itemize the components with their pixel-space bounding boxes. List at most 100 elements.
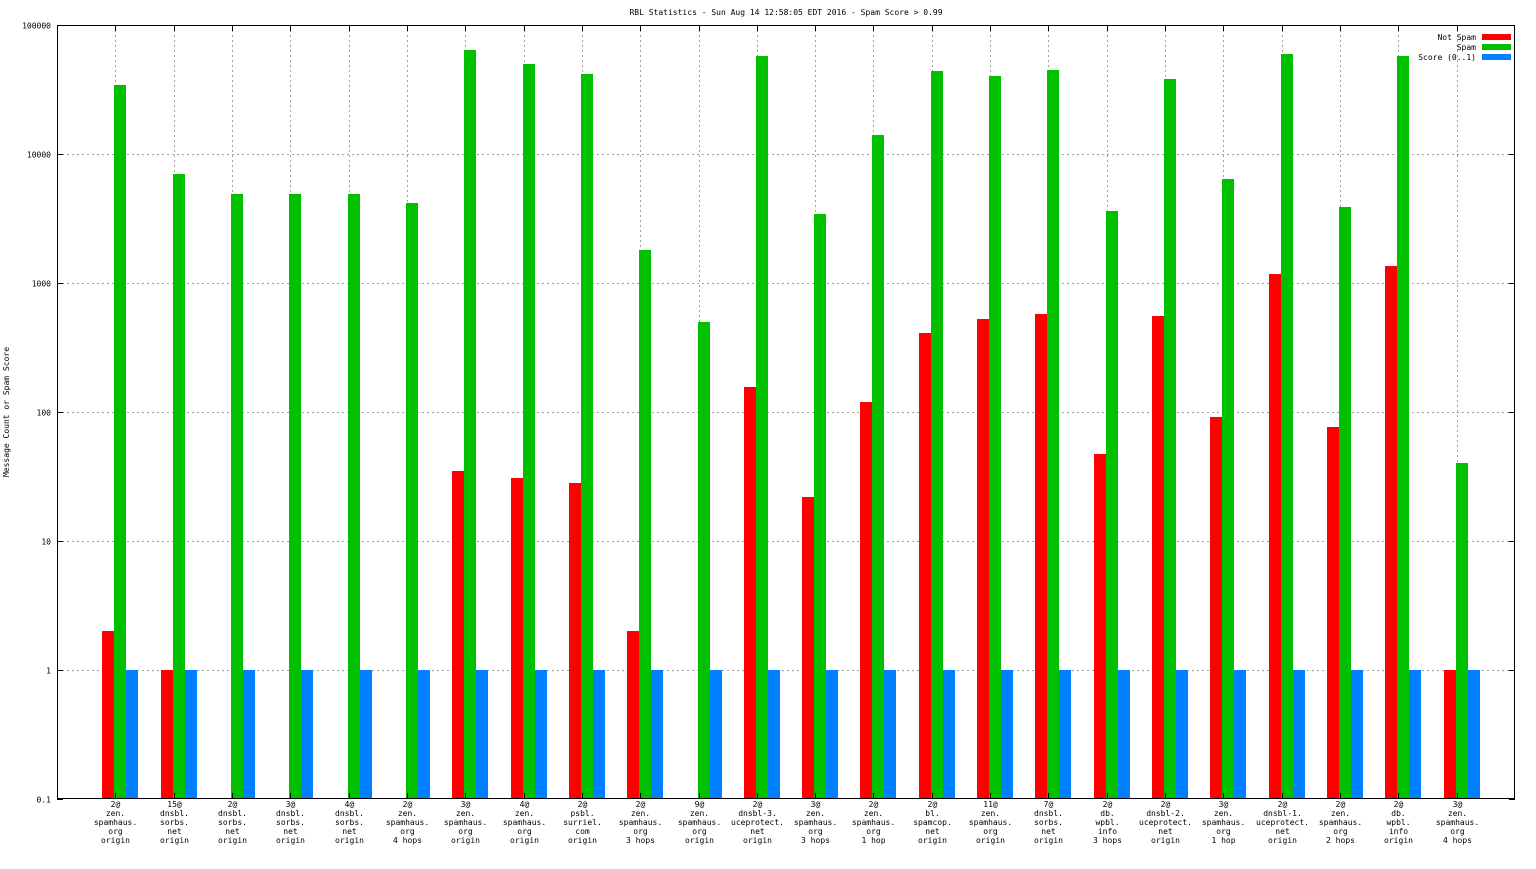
x-tick-label-line: 4 hops — [393, 836, 422, 845]
x-tick-label-line: 2 hops — [1326, 836, 1355, 845]
bar-spam — [348, 194, 360, 799]
x-tick-label-line: 3@ — [286, 800, 296, 809]
y-tick-label: 1000 — [32, 280, 51, 289]
bar-not-spam — [802, 497, 814, 799]
x-tick-label: 9@ zen. spamhaus. org origin — [678, 800, 721, 845]
plot-frame — [57, 25, 1515, 799]
x-tick-label-line: 2@ — [1278, 800, 1288, 809]
x-tick-label-line: 2@ — [928, 800, 938, 809]
bar-score-0-1 — [826, 670, 838, 799]
bar-spam — [173, 174, 185, 799]
y-axis-label: Message Count or Spam Score — [2, 347, 11, 477]
x-tick-label-line: zen. — [806, 809, 825, 818]
x-tick-label-line: origin — [218, 836, 247, 845]
x-tick-label-line: 4@ — [520, 800, 530, 809]
x-tick-label-line: net — [342, 827, 357, 836]
x-tick-label-line: surriel. — [563, 818, 602, 827]
bars — [102, 50, 1480, 799]
bar-spam — [289, 194, 301, 799]
x-tick-label-line: zen. — [864, 809, 883, 818]
x-tick-label: 2@ zen. spamhaus. org origin — [94, 800, 137, 845]
x-tick-label-line: origin — [685, 836, 714, 845]
x-tick-label-line: 3@ — [461, 800, 471, 809]
x-tick-label: 15@ dnsbl. sorbs. net origin — [160, 800, 189, 845]
bar-spam — [1281, 54, 1293, 799]
bar-spam — [1397, 56, 1409, 799]
bar-spam — [1222, 179, 1234, 799]
bar-spam — [1164, 79, 1176, 799]
bar-score-0-1 — [593, 670, 605, 799]
x-tick-label: 2@ psbl. surriel. com origin — [563, 800, 602, 845]
x-tick-label-line: zen. — [981, 809, 1000, 818]
x-tick-label-line: 3@ — [1453, 800, 1463, 809]
x-tick-label-line: db. — [1100, 809, 1114, 818]
x-tick-label: 3@ dnsbl. sorbs. net origin — [276, 800, 305, 845]
x-tick-label-line: org — [1450, 827, 1465, 836]
bar-not-spam — [1094, 454, 1106, 799]
x-tick-label-line: 3@ — [811, 800, 821, 809]
x-tick-label-line: net — [1158, 827, 1173, 836]
bar-spam — [1456, 463, 1468, 799]
bar-not-spam — [1385, 266, 1397, 799]
x-tick-label: 7@ dnsbl. sorbs. net origin — [1034, 800, 1063, 845]
x-tick-label-line: dnsbl. — [218, 809, 247, 818]
bar-score-0-1 — [943, 670, 955, 799]
bar-spam — [756, 56, 768, 799]
bar-not-spam — [102, 631, 114, 799]
x-tick-label-line: org — [1333, 827, 1348, 836]
x-tick-label-line: 1 hop — [1211, 836, 1235, 845]
x-tick-label-line: dnsbl-3. — [738, 809, 777, 818]
x-tick-label-line: spamhaus. — [444, 818, 487, 827]
x-tick-label-line: org — [517, 827, 532, 836]
x-tick-label-line: spamhaus. — [678, 818, 721, 827]
x-tick-label-line: org — [458, 827, 473, 836]
x-tick-label-line: 15@ — [167, 800, 182, 809]
x-tick-label-line: 11@ — [983, 800, 998, 809]
bar-spam — [814, 214, 826, 799]
x-tick-label: 2@ db. wpbl. info 3 hops — [1093, 800, 1122, 845]
bar-spam — [406, 203, 418, 799]
x-tick-label: 11@ zen. spamhaus. org origin — [969, 800, 1012, 845]
x-tick-label-line: 1 hop — [861, 836, 885, 845]
y-tick-label: 10000 — [27, 151, 51, 160]
x-tick-label-line: sorbs. — [276, 818, 305, 827]
x-tick-label-line: net — [925, 827, 940, 836]
x-tick-label-line: org — [108, 827, 123, 836]
x-tick-label-line: origin — [335, 836, 364, 845]
chart-title: RBL Statistics - Sun Aug 14 12:58:05 EDT… — [629, 8, 942, 17]
bar-not-spam — [569, 483, 581, 799]
bar-not-spam — [1327, 427, 1339, 799]
x-tick-label-line: 3 hops — [801, 836, 830, 845]
bar-score-0-1 — [651, 670, 663, 799]
x-tick-label-line: origin — [568, 836, 597, 845]
x-tick-label: 2@ zen. spamhaus. org 2 hops — [1319, 800, 1362, 845]
x-tick-label-line: info — [1389, 827, 1408, 836]
x-tick-label-line: sorbs. — [160, 818, 189, 827]
x-tick-label-line: spamcop. — [913, 818, 952, 827]
bar-score-0-1 — [301, 670, 313, 799]
bar-spam — [931, 71, 943, 799]
x-tick-label-line: org — [808, 827, 823, 836]
x-tick-label-line: origin — [1268, 836, 1297, 845]
x-tick-label-line: net — [1275, 827, 1290, 836]
legend-label: Spam — [1457, 43, 1476, 52]
bar-not-spam — [161, 670, 173, 799]
x-tick-label-line: spamhaus. — [969, 818, 1012, 827]
x-tick-label-line: net — [225, 827, 240, 836]
bar-not-spam — [1152, 316, 1164, 799]
bar-not-spam — [919, 333, 931, 799]
x-tick-label-line: com — [575, 827, 590, 836]
x-tick-label-line: 2@ — [228, 800, 238, 809]
x-tick-label-line: 7@ — [1044, 800, 1054, 809]
bar-not-spam — [977, 319, 989, 799]
legend-swatch — [1482, 44, 1511, 50]
x-tick-label: 2@ zen. spamhaus. org 1 hop — [852, 800, 895, 845]
x-tick-label-line: origin — [101, 836, 130, 845]
x-tick-label: 2@ zen. spamhaus. org 4 hops — [386, 800, 429, 845]
bar-spam — [464, 50, 476, 799]
x-tick-label-line: zen. — [456, 809, 475, 818]
x-tick-label-line: 3 hops — [626, 836, 655, 845]
legend-label: Score (0..1) — [1418, 53, 1476, 62]
